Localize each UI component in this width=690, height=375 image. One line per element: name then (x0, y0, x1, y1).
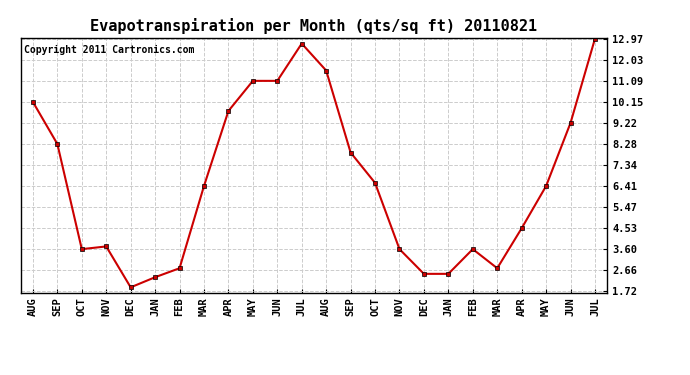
Title: Evapotranspiration per Month (qts/sq ft) 20110821: Evapotranspiration per Month (qts/sq ft)… (90, 18, 538, 33)
Text: Copyright 2011 Cartronics.com: Copyright 2011 Cartronics.com (23, 45, 194, 55)
